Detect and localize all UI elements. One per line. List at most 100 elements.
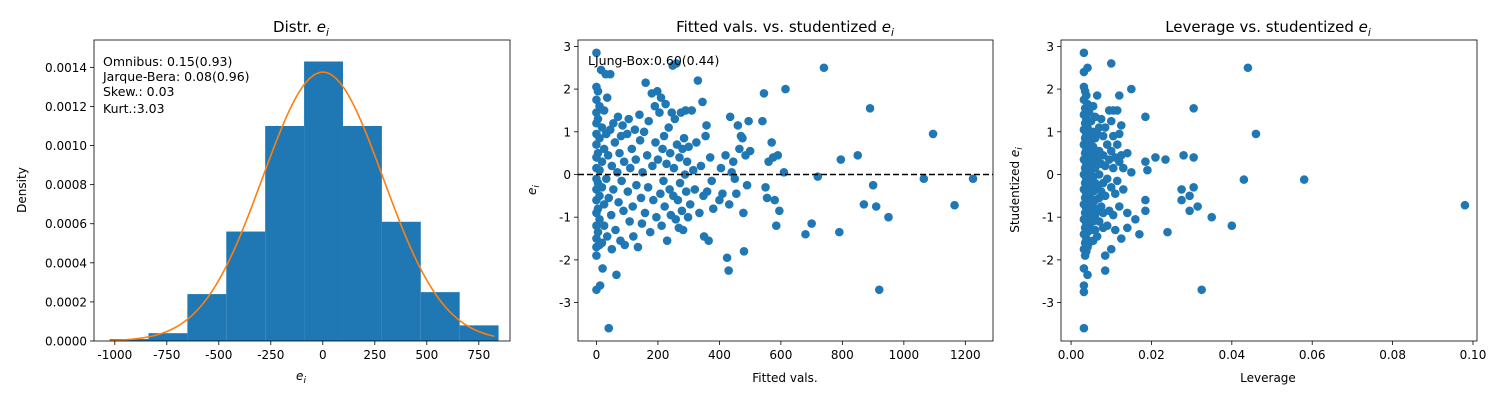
fitted-scatter-point: [675, 178, 685, 188]
fitted-scatter-point: [602, 93, 612, 102]
histogram-x-label: ei: [296, 369, 306, 386]
fitted-scatter-point: [865, 104, 875, 113]
histogram-x-tick-label: 750: [467, 348, 490, 362]
fitted-scatter-point: [661, 99, 670, 109]
fitted-scatter-point: [702, 121, 711, 130]
fitted-scatter-point: [630, 125, 640, 134]
histogram-y-tick-label: 0.0014: [45, 61, 87, 75]
fitted-scatter-point: [853, 150, 863, 160]
fitted-scatter-point: [693, 76, 703, 85]
fitted-scatter-point: [660, 202, 669, 211]
fitted-scatter-point: [919, 174, 929, 184]
fitted-scatter-point: [779, 168, 789, 177]
fitted-scatter-point: [665, 185, 674, 194]
fitted-scatter-point: [745, 146, 755, 156]
leverage-scatter-point: [1143, 165, 1152, 175]
histogram-y-tick-label: 0.0010: [45, 139, 87, 153]
fitted-scatter-point: [620, 240, 630, 250]
leverage-scatter-point: [1163, 227, 1172, 237]
leverage-scatter-point: [1460, 200, 1470, 210]
leverage-scatter-point: [1100, 191, 1110, 201]
histogram-x-tick-label: -250: [257, 348, 284, 362]
leverage-scatter-point: [1299, 175, 1309, 184]
fitted-scatter-point: [653, 86, 662, 96]
histogram-bar: [265, 126, 305, 341]
leverage-scatter-point: [1189, 153, 1198, 162]
histogram-bar: [459, 325, 499, 341]
leverage-scatter-point: [1106, 59, 1116, 68]
fitted-scatter-point: [638, 168, 647, 177]
leverage-scatter-point: [1092, 232, 1102, 241]
fitted-scatter-point: [701, 131, 710, 141]
fitted-scatter-y-tick-label: 2: [563, 83, 571, 97]
fitted-scatter-point: [649, 195, 658, 205]
fitted-scatter-point: [859, 200, 869, 209]
fitted-scatter-point: [742, 180, 752, 190]
histogram-plot-area: [109, 61, 499, 342]
fitted-scatter-plot-area: [578, 48, 993, 333]
fitted-scatter-point: [601, 174, 611, 184]
fitted-scatter-point: [721, 150, 730, 160]
fitted-scatter-point: [605, 69, 615, 79]
fitted-scatter-x-tick-label: 600: [769, 348, 792, 362]
fitted-scatter-point: [593, 227, 603, 237]
fitted-scatter-point: [624, 114, 634, 124]
fitted-scatter-point: [688, 165, 698, 175]
leverage-scatter-point: [1106, 116, 1116, 126]
fitted-scatter-point: [639, 127, 649, 137]
fitted-scatter-point: [704, 236, 713, 245]
fitted-scatter-point: [695, 208, 704, 218]
fitted-scatter-point: [683, 212, 693, 222]
leverage-scatter-point: [1092, 91, 1102, 100]
fitted-scatter-point: [725, 112, 735, 122]
fitted-scatter-point: [592, 48, 601, 58]
fitted-scatter-point: [613, 168, 622, 177]
leverage-scatter-point: [1088, 101, 1098, 111]
leverage-scatter-point: [1197, 285, 1206, 295]
fitted-scatter-point: [595, 133, 604, 143]
fitted-scatter-point: [770, 195, 780, 205]
leverage-scatter-point: [1108, 163, 1118, 173]
fitted-scatter-point: [642, 150, 652, 160]
leverage-scatter-point: [1100, 161, 1110, 171]
fitted-scatter-point: [627, 144, 637, 154]
leverage-scatter-point: [1098, 150, 1108, 160]
fitted-scatter-point: [672, 59, 681, 68]
leverage-scatter-point: [1127, 168, 1136, 177]
kurtosis-annotation: Kurt.:3.03: [103, 101, 165, 116]
fitted-scatter-point: [662, 236, 672, 245]
fitted-scatter-point: [595, 215, 604, 224]
fitted-scatter-y-tick-label: -3: [559, 296, 571, 310]
histogram-x-tick-label: -750: [153, 348, 180, 362]
leverage-scatter-point: [1079, 323, 1089, 333]
fitted-scatter-point: [619, 157, 629, 166]
fitted-scatter-point: [675, 153, 684, 162]
fitted-scatter-point: [593, 148, 603, 158]
fitted-scatter-point: [592, 108, 601, 117]
leverage-scatter-point: [1177, 195, 1186, 205]
fitted-scatter-point: [702, 187, 712, 196]
fitted-scatter-point: [761, 183, 770, 192]
leverage-scatter-point: [1079, 287, 1089, 297]
fitted-scatter-point: [739, 247, 749, 256]
fitted-scatter-point: [819, 63, 829, 73]
fitted-scatter-point: [738, 133, 747, 143]
fitted-scatter-y-tick-label: 0: [563, 168, 571, 182]
leverage-scatter-point: [1082, 91, 1091, 100]
histogram-axes: -1000 -750 -500 -250 0 250 500 750 0.0000 0.0002 0…: [45, 39, 511, 362]
fitted-scatter-point: [623, 187, 633, 196]
fitted-scatter-point: [593, 204, 603, 213]
histogram-y-tick-label: 0.0008: [45, 178, 87, 192]
leverage-scatter-y-tick-label: 0: [1046, 168, 1054, 182]
fitted-scatter-x-tick-label: 0: [593, 348, 601, 362]
leverage-scatter-point: [1106, 183, 1116, 192]
histogram-y-tick-label: 0.0004: [45, 256, 87, 270]
histogram-y-tick-label: 0.0006: [45, 217, 87, 231]
leverage-scatter-x-label: Leverage: [1240, 371, 1296, 385]
fitted-scatter-point: [595, 191, 604, 201]
fitted-scatter-y-tick-label: -1: [559, 211, 571, 225]
leverage-scatter-y-label: Studentized ei: [1008, 147, 1025, 233]
fitted-scatter-point: [732, 189, 741, 198]
fitted-scatter-point: [801, 229, 810, 239]
